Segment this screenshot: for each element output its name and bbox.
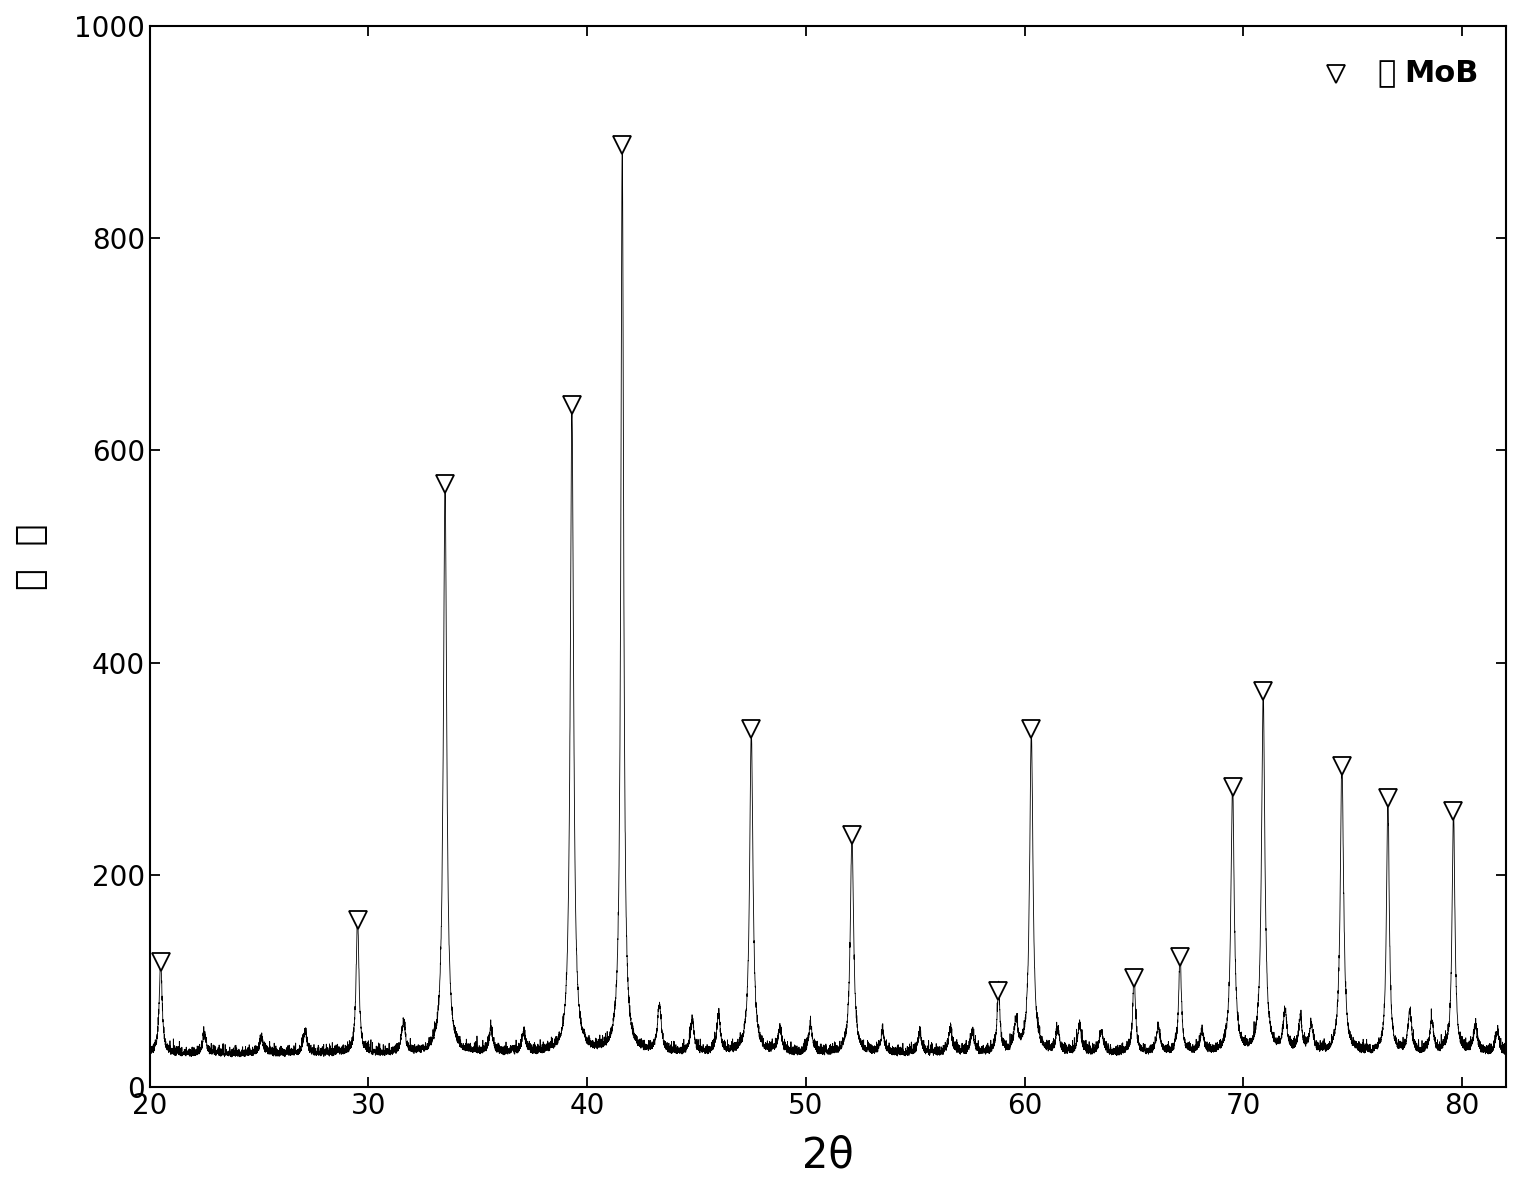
Text: MoB: MoB [1404, 60, 1478, 88]
Text: ：: ： [1377, 60, 1395, 88]
Y-axis label: 强  度: 强 度 [15, 524, 49, 590]
X-axis label: 2θ: 2θ [802, 1134, 853, 1176]
